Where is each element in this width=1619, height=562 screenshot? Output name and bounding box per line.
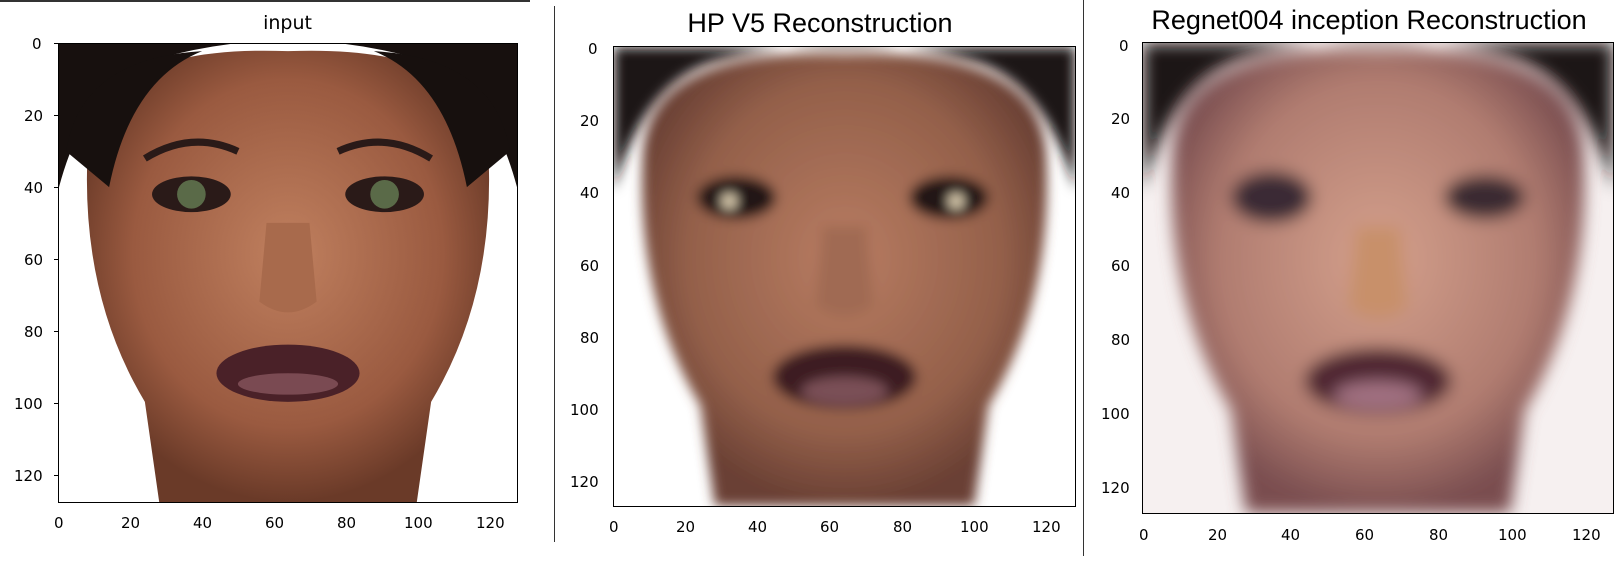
xtick-label: 40 <box>1281 526 1301 544</box>
ytick-label: 0 <box>32 35 42 53</box>
image-axes <box>58 43 518 503</box>
top-border-line <box>0 0 530 2</box>
ytick-label: 80 <box>1111 331 1131 349</box>
ytick-label: 20 <box>1111 110 1131 128</box>
face-image <box>1143 43 1613 513</box>
ytick-label: 100 <box>1101 405 1130 423</box>
ytick-label: 20 <box>24 107 44 125</box>
ytick-label: 40 <box>24 179 44 197</box>
xtick-label: 120 <box>1572 526 1601 544</box>
ytick-label: 40 <box>580 184 600 202</box>
panel-title: Regnet004 inception Reconstruction <box>1151 5 1587 35</box>
ytick-mark <box>54 331 58 332</box>
xtick-label: 80 <box>337 514 357 532</box>
xtick-label: 100 <box>960 518 989 536</box>
ytick-label: 0 <box>1119 37 1129 55</box>
xtick-label: 0 <box>54 514 64 532</box>
panel-title: HP V5 Reconstruction <box>687 8 953 38</box>
ytick-label: 120 <box>14 467 43 485</box>
ytick-label: 0 <box>588 40 598 58</box>
xtick-label: 60 <box>820 518 840 536</box>
ytick-label: 80 <box>24 323 44 341</box>
image-axes <box>613 46 1076 507</box>
ytick-mark <box>54 115 58 116</box>
ytick-label: 60 <box>580 257 600 275</box>
xtick-label: 40 <box>193 514 213 532</box>
face-image <box>614 47 1075 506</box>
ytick-mark <box>54 43 58 44</box>
xtick-label: 20 <box>121 514 141 532</box>
xtick-label: 0 <box>609 518 619 536</box>
xtick-label: 40 <box>748 518 768 536</box>
xtick-label: 20 <box>676 518 696 536</box>
ytick-label: 40 <box>1111 184 1131 202</box>
xtick-label: 20 <box>1208 526 1228 544</box>
image-axes <box>1142 42 1614 514</box>
ytick-label: 120 <box>570 473 599 491</box>
ytick-mark <box>54 403 58 404</box>
ytick-label: 100 <box>14 395 43 413</box>
ytick-label: 60 <box>1111 257 1131 275</box>
ytick-mark <box>54 187 58 188</box>
xtick-label: 100 <box>404 514 433 532</box>
ytick-label: 80 <box>580 329 600 347</box>
panel-title: input <box>263 12 312 34</box>
xtick-label: 120 <box>1032 518 1061 536</box>
xtick-label: 120 <box>476 514 505 532</box>
xtick-label: 100 <box>1498 526 1527 544</box>
xtick-label: 0 <box>1139 526 1149 544</box>
panel-divider-2 <box>1083 0 1084 556</box>
xtick-label: 60 <box>1355 526 1375 544</box>
ytick-mark <box>54 259 58 260</box>
ytick-mark <box>54 475 58 476</box>
xtick-label: 80 <box>1429 526 1449 544</box>
ytick-label: 20 <box>580 112 600 130</box>
ytick-label: 60 <box>24 251 44 269</box>
panel-divider-1 <box>554 6 555 542</box>
face-image <box>59 44 517 502</box>
xtick-label: 80 <box>893 518 913 536</box>
ytick-label: 100 <box>570 401 599 419</box>
ytick-label: 120 <box>1101 479 1130 497</box>
xtick-label: 60 <box>265 514 285 532</box>
